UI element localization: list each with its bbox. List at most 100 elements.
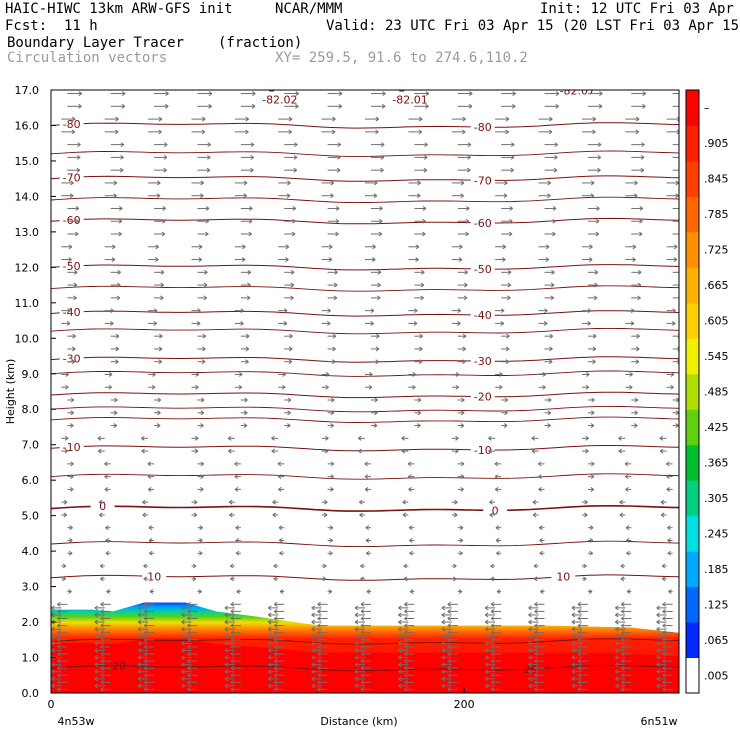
wind-vector-head bbox=[659, 435, 664, 441]
wind-vector-head bbox=[329, 538, 333, 543]
wind-vector-head bbox=[137, 648, 142, 653]
wind-vector-head bbox=[505, 116, 510, 122]
wind-vector-head bbox=[571, 619, 576, 625]
wind-vector-head bbox=[137, 619, 142, 625]
wind-vector-head bbox=[245, 333, 250, 339]
wind-vector-head bbox=[621, 644, 625, 650]
wind-vector-head bbox=[187, 609, 191, 614]
wind-vector-head bbox=[267, 633, 272, 639]
wind-vector-head bbox=[164, 103, 169, 109]
wind-vector-head bbox=[490, 563, 494, 569]
wind-vector-head bbox=[404, 651, 408, 657]
wind-vector-head bbox=[571, 640, 576, 646]
wind-vector-head bbox=[360, 623, 365, 629]
wind-vector-head bbox=[200, 423, 204, 428]
wind-vector-head bbox=[528, 676, 532, 682]
isotherm-line bbox=[51, 505, 679, 512]
wind-vector-head bbox=[500, 320, 505, 326]
wind-vector-head bbox=[377, 269, 382, 275]
wind-vector-head bbox=[70, 461, 74, 467]
wind-vector-head bbox=[408, 474, 412, 480]
wind-vector-head bbox=[460, 461, 465, 467]
wind-vector-head bbox=[137, 662, 142, 668]
wind-vector-head bbox=[285, 257, 289, 262]
colorbar-label: .665 bbox=[704, 279, 729, 292]
wind-vector-head bbox=[108, 384, 112, 390]
isotherm-label: -40 bbox=[474, 309, 492, 322]
wind-vector-head bbox=[505, 129, 509, 135]
wind-vector-head bbox=[382, 91, 386, 96]
colorbar-label: .365 bbox=[704, 456, 729, 469]
wind-vector-head bbox=[370, 308, 375, 314]
wind-vector-head bbox=[272, 499, 276, 505]
wind-vector-head bbox=[404, 665, 408, 671]
colorbar-swatch bbox=[686, 267, 699, 304]
wind-vector-head bbox=[484, 612, 489, 618]
wind-vector-head bbox=[331, 397, 335, 403]
wind-vector-head bbox=[534, 679, 538, 685]
wind-vector-head bbox=[547, 410, 552, 416]
wind-vector-head bbox=[293, 167, 298, 173]
wind-vector-head bbox=[51, 662, 55, 668]
wind-vector-head bbox=[311, 619, 315, 625]
wind-vector-head bbox=[187, 637, 191, 643]
wind-vector-head bbox=[484, 669, 489, 675]
wind-vector-head bbox=[57, 630, 61, 636]
wind-vector-head bbox=[224, 669, 229, 675]
wind-vector-head bbox=[455, 448, 459, 454]
wind-vector-head bbox=[57, 601, 61, 607]
wind-vector-head bbox=[590, 180, 595, 186]
wind-vector-head bbox=[354, 612, 359, 618]
wind-vector-head bbox=[137, 640, 142, 646]
center-label: NCAR/MMM bbox=[275, 1, 343, 17]
wind-vector-head bbox=[401, 435, 405, 441]
wind-vector-head bbox=[330, 193, 334, 199]
wind-vector-head bbox=[295, 91, 299, 96]
wind-vector-head bbox=[629, 384, 633, 390]
wind-vector-head bbox=[78, 91, 83, 96]
wind-vector-head bbox=[375, 359, 379, 365]
y-tick-label: 14.0 bbox=[15, 190, 40, 203]
wind-vector-head bbox=[311, 612, 315, 618]
wind-vector-head bbox=[200, 193, 204, 199]
wind-vector-head bbox=[571, 655, 576, 660]
wind-vector-head bbox=[496, 589, 501, 594]
wind-vector-head bbox=[273, 630, 278, 636]
wind-vector-head bbox=[235, 550, 240, 556]
wind-vector-head bbox=[398, 605, 402, 611]
wind-vector-head bbox=[70, 474, 74, 480]
wind-vector-head bbox=[372, 244, 376, 250]
isotherm-label: -80 bbox=[474, 121, 492, 134]
wind-vector-head bbox=[441, 612, 446, 618]
wind-vector-head bbox=[447, 679, 452, 685]
isotherm-label-bg bbox=[59, 352, 84, 365]
wind-vector-head bbox=[634, 180, 638, 186]
wind-vector-head bbox=[322, 563, 327, 569]
colorbar-swatch bbox=[686, 480, 699, 517]
wind-vector-head bbox=[667, 550, 672, 556]
wind-vector-head bbox=[637, 282, 642, 288]
wind-vector-head bbox=[424, 142, 428, 148]
wind-vector-head bbox=[441, 619, 446, 625]
wind-vector-head bbox=[141, 435, 145, 441]
colorbar-label: .125 bbox=[704, 598, 729, 611]
wind-vector-head bbox=[229, 512, 233, 518]
wind-vector-head bbox=[587, 308, 592, 314]
wind-vector-head bbox=[324, 448, 329, 454]
wind-vector-head bbox=[234, 486, 239, 492]
wind-vector-head bbox=[51, 626, 55, 632]
wind-vector-head bbox=[100, 651, 104, 657]
wind-vector-head bbox=[244, 397, 248, 403]
wind-vector-head bbox=[459, 525, 464, 531]
wind-vector-head bbox=[597, 154, 602, 160]
wind-vector-head bbox=[441, 648, 446, 653]
wind-vector-head bbox=[615, 619, 619, 625]
wind-vector-head bbox=[460, 423, 465, 428]
wind-vector-head bbox=[100, 637, 104, 643]
wind-vector-head bbox=[461, 397, 465, 403]
wind-vector-head bbox=[548, 129, 553, 135]
wind-vector-head bbox=[330, 180, 335, 186]
wind-vector-head bbox=[327, 308, 331, 314]
wind-vector-head bbox=[577, 630, 582, 636]
wind-vector-head bbox=[230, 651, 235, 657]
